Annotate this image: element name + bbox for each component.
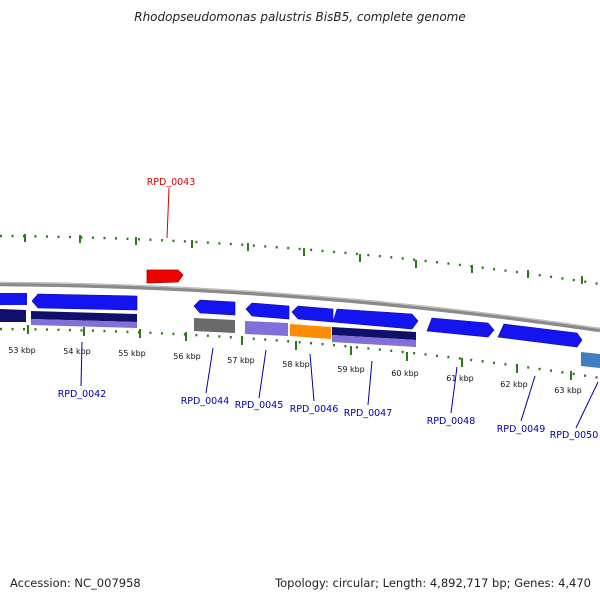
callout-line-rpd-0047 [367,360,373,406]
callout-line-rpd-0048 [450,366,458,414]
length-label: Length: [382,576,427,590]
gene-label-rpd-0045[interactable]: RPD_0045 [235,400,284,411]
callout-line-rpd-0044 [205,347,214,394]
accession-label: Accession: [10,576,71,590]
accession-value: NC_007958 [74,576,141,590]
gene-feature[interactable] [0,293,27,305]
gene-feature[interactable] [193,299,236,316]
topology-value: circular [332,576,376,590]
scale-label: 59 kbp [337,365,365,374]
scale-label: 54 kbp [63,347,91,356]
scale-label: 55 kbp [118,349,146,358]
callout-line-rpd-0042 [80,341,83,387]
gene-feature[interactable] [245,321,288,336]
gene-feature[interactable] [426,317,495,338]
gene-feature[interactable] [332,308,419,330]
gene-label-rpd-0042[interactable]: RPD_0042 [58,389,107,400]
callout-line-rpd-0046 [309,353,315,402]
scale-label: 53 kbp [8,346,36,355]
gene-label-rpd-0049[interactable]: RPD_0049 [497,424,546,435]
gene-feature[interactable] [31,293,138,311]
gene-feature[interactable] [332,335,416,347]
callout-line-rpd-0049 [520,375,536,422]
gene-feature[interactable] [290,324,331,339]
map-title: Rhodopseudomonas palustris BisB5, comple… [134,10,466,24]
scale-label: 57 kbp [227,356,255,365]
scale-label: 62 kbp [500,380,528,389]
callout-line-rpd-0050 [575,381,599,429]
gene-feature[interactable] [291,305,334,323]
scale-label: 56 kbp [173,352,201,361]
length-value: 4,892,717 bp [429,576,507,590]
gene-feature[interactable] [0,309,26,322]
gene-feature[interactable] [332,327,416,340]
gene-label-rpd-0050[interactable]: RPD_0050 [550,430,599,441]
gene-rpd-0043[interactable] [146,269,184,284]
gene-label-rpd-0047[interactable]: RPD_0047 [344,408,393,419]
scale-labels: 53 kbp 54 kbp 55 kbp 56 kbp 57 kbp 58 kb… [8,346,582,395]
tick-ring-outer [0,234,600,286]
gene-label-rpd-0046[interactable]: RPD_0046 [290,404,339,415]
gene-labels: RPD_0043 RPD_0042 RPD_0044 RPD_0045 RPD_… [58,177,599,441]
gene-features [0,293,600,368]
topology-label: Topology: [275,576,329,590]
gene-callouts [80,187,599,429]
callout-line-rpd-0045 [258,349,267,399]
gene-label-rpd-0044[interactable]: RPD_0044 [181,396,230,407]
scale-label: 63 kbp [554,386,582,395]
gene-feature[interactable] [497,323,583,348]
genome-summary: Topology: circular; Length: 4,892,717 bp… [275,576,591,590]
genes-value: 4,470 [558,576,591,590]
genome-backbone [0,281,600,333]
gene-feature[interactable] [194,318,235,333]
gene-feature[interactable] [245,302,290,320]
gene-feature[interactable] [581,352,600,368]
accession-info: Accession: NC_007958 [10,576,141,590]
callout-line-rpd-0043 [166,187,170,239]
scale-label: 61 kbp [446,374,474,383]
genes-label: Genes: [514,576,555,590]
outer-minor-ticks [0,234,600,286]
tick-ring-inner [0,325,600,380]
gene-feature[interactable] [31,311,137,322]
backbone-highlight [0,282,600,329]
scale-label: 60 kbp [391,369,419,378]
gene-label-rpd-0048[interactable]: RPD_0048 [427,416,476,427]
scale-label: 58 kbp [282,360,310,369]
gene-label-rpd-0043[interactable]: RPD_0043 [147,177,196,188]
gene-feature[interactable] [31,319,137,328]
